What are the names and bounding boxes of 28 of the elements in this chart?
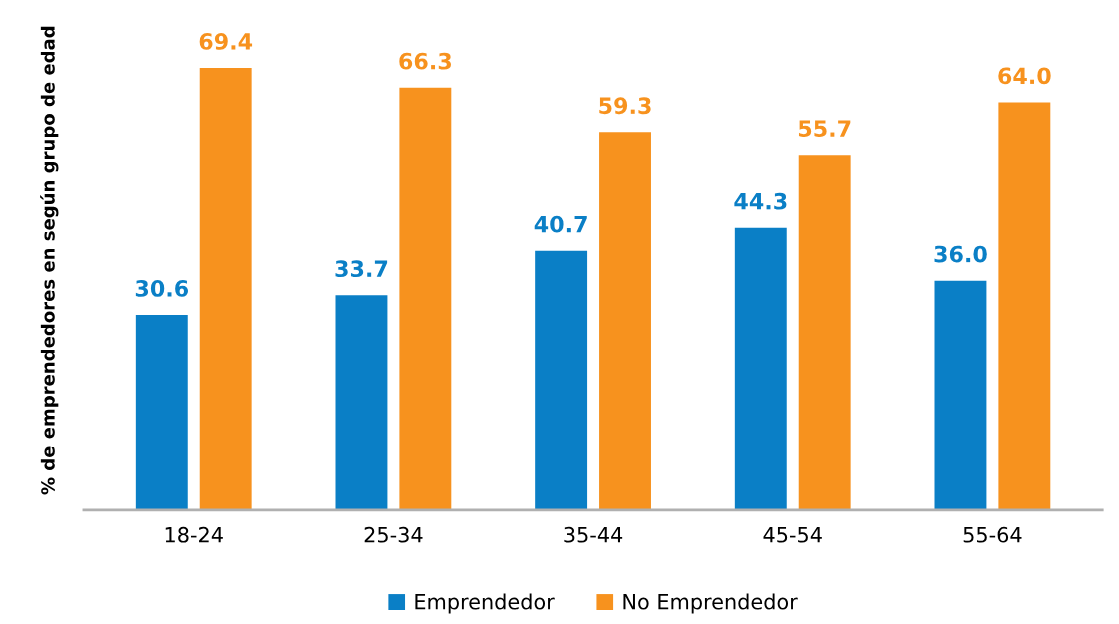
x-tick-label: 18-24 xyxy=(165,526,223,543)
bar xyxy=(399,87,452,510)
y-axis-title: % de emprendedores en según grupo de edad xyxy=(40,26,59,495)
data-label: 44.3 xyxy=(734,192,787,210)
bar xyxy=(535,250,588,510)
legend-label: No Emprendedor xyxy=(623,593,798,614)
legend-label: Emprendedor xyxy=(415,593,555,614)
data-label: 30.6 xyxy=(135,280,189,297)
data-label: 33.7 xyxy=(335,260,388,278)
x-tick-label: 35-44 xyxy=(564,526,623,543)
data-label: 36.0 xyxy=(934,245,987,263)
x-tick-label: 45-54 xyxy=(763,527,822,543)
bar xyxy=(934,280,987,510)
data-label: 40.7 xyxy=(534,215,587,233)
bar xyxy=(135,315,188,510)
data-label: 64.0 xyxy=(998,67,1051,85)
x-tick-label: 25-34 xyxy=(364,526,423,543)
data-label: 66.3 xyxy=(399,52,451,70)
bar xyxy=(734,227,787,510)
x-tick-label: 55-64 xyxy=(963,526,1022,543)
data-label: 69.4 xyxy=(199,33,253,50)
bar xyxy=(335,295,388,510)
bar xyxy=(199,68,252,510)
bar xyxy=(599,132,651,510)
data-label: 55.7 xyxy=(798,120,851,138)
data-label: 59.3 xyxy=(599,97,651,115)
bar xyxy=(998,102,1051,510)
bar xyxy=(798,155,851,510)
